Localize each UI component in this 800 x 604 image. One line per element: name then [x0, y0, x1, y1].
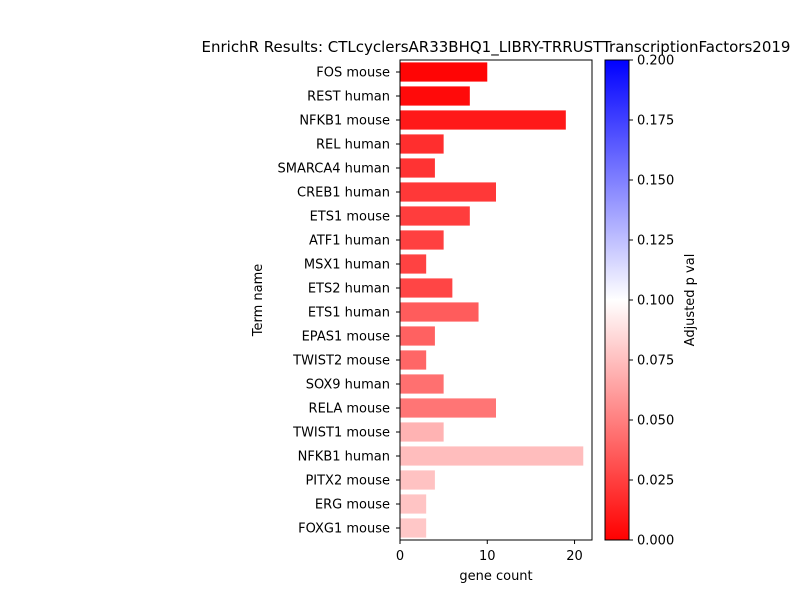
bar [400, 134, 444, 154]
bar [400, 278, 453, 298]
x-tick-label: 20 [566, 549, 583, 564]
y-tick-label: MSX1 human [304, 258, 390, 273]
y-tick-label: SMARCA4 human [278, 162, 390, 177]
y-tick-label: NFKB1 mouse [299, 114, 390, 129]
bar [400, 398, 496, 418]
x-axis-label: gene count [459, 569, 532, 584]
bar [400, 110, 566, 130]
y-tick-label: SOX9 human [306, 378, 390, 393]
colorbar-tick-label: 0.200 [637, 54, 674, 69]
colorbar-tick-label: 0.075 [637, 354, 674, 369]
y-tick-labels: FOS mouse REST human NFKB1 mouse REL human S… [278, 66, 400, 537]
y-tick-label: NFKB1 human [298, 450, 390, 465]
bar [400, 350, 427, 370]
bar [400, 446, 584, 466]
y-tick-label: ETS1 human [308, 306, 390, 321]
bar [400, 62, 488, 82]
bar [400, 494, 427, 514]
bar [400, 230, 444, 250]
colorbar [604, 59, 630, 541]
y-tick-label: ETS1 mouse [310, 210, 390, 225]
bar [400, 254, 427, 274]
colorbar-tick-label: 0.150 [637, 174, 674, 189]
colorbar-tick-label: 0.050 [637, 414, 674, 429]
colorbar-tick-label: 0.000 [637, 534, 674, 549]
y-tick-label: REL human [316, 138, 390, 153]
y-tick-label: EPAS1 mouse [302, 330, 390, 345]
colorbar-tick-label: 0.125 [637, 234, 674, 249]
y-tick-label: FOXG1 mouse [298, 522, 390, 537]
plot-frame [399, 59, 593, 541]
bar [400, 158, 435, 178]
colorbar-label: Adjusted p val [683, 254, 698, 347]
colorbar-ticks: 0.000 0.025 0.050 0.075 0.100 0.125 0.150 0.175… [629, 54, 674, 549]
y-tick-label: RELA mouse [309, 402, 390, 417]
y-tick-label: CREB1 human [297, 186, 390, 201]
y-tick-label: FOS mouse [316, 66, 390, 81]
colorbar-tick-label: 0.100 [637, 294, 674, 309]
bar [400, 422, 444, 442]
y-tick-label: ATF1 human [309, 234, 390, 249]
y-axis-label: Term name [251, 264, 266, 338]
bar [400, 326, 435, 346]
bar [400, 302, 479, 322]
bar [400, 374, 444, 394]
y-tick-label: TWIST2 mouse [292, 354, 390, 369]
bar [400, 86, 470, 106]
x-tick-labels: 0 10 20 [396, 540, 583, 564]
y-tick-label: TWIST1 mouse [292, 426, 390, 441]
bar [400, 470, 435, 490]
colorbar-tick-label: 0.025 [637, 474, 674, 489]
y-tick-label: ERG mouse [315, 498, 390, 513]
bars-group [400, 62, 584, 538]
bar [400, 518, 427, 538]
y-tick-label: REST human [307, 90, 390, 105]
x-tick-label: 0 [396, 549, 404, 564]
x-tick-label: 10 [479, 549, 496, 564]
bar [400, 182, 496, 202]
chart-title: EnrichR Results: CTLcyclersAR33BHQ1_LIBR… [202, 38, 791, 57]
bar [400, 206, 470, 226]
y-tick-label: ETS2 human [308, 282, 390, 297]
y-tick-label: PITX2 mouse [305, 474, 390, 489]
colorbar-tick-label: 0.175 [637, 114, 674, 129]
